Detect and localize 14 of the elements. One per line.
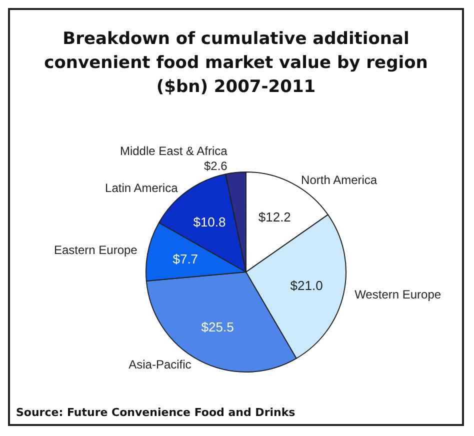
- data-label: $12.2: [258, 210, 291, 225]
- slice-label: Middle East & Africa: [120, 144, 228, 158]
- slice-label: Asia-Pacific: [128, 357, 192, 372]
- data-label: $25.5: [201, 320, 234, 335]
- slice-label: Eastern Europe: [54, 243, 138, 258]
- data-label: $10.8: [193, 214, 226, 230]
- data-label: $21.0: [290, 278, 323, 293]
- data-label: $7.7: [172, 251, 198, 266]
- slice-label: Latin America: [105, 180, 178, 195]
- chart-title: Breakdown of cumulative additional convenient food market value by region ($bn) 2007-2011: [44, 29, 428, 97]
- slice-label: North America: [301, 172, 378, 187]
- slice-label: Western Europe: [354, 287, 442, 302]
- data-label: $2.6: [204, 159, 228, 174]
- source-note: Source: Future Convenience Food and Drinks: [16, 406, 296, 419]
